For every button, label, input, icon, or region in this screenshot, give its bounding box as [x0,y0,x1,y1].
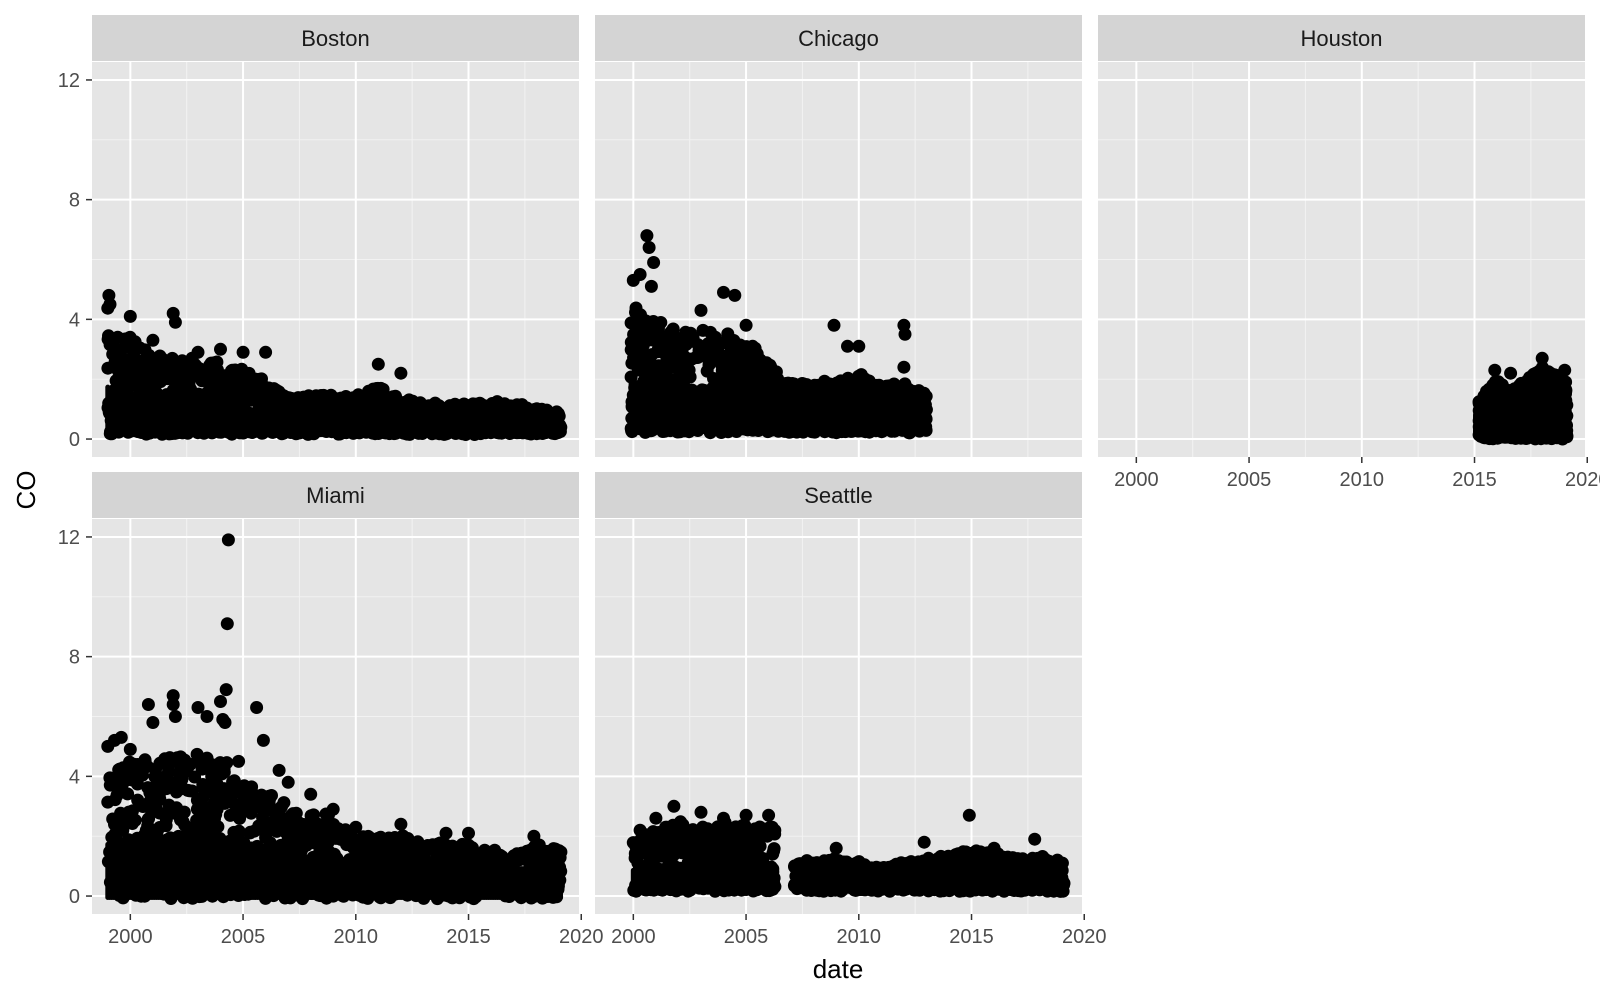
data-point [684,371,697,384]
data-point [215,389,228,402]
outlier-point [214,343,227,356]
outlier-point [146,334,159,347]
data-point [112,380,125,393]
facet-strip-label: Chicago [798,26,879,51]
outlier-point [237,346,250,359]
outlier-point [192,346,205,359]
data-point [749,342,762,355]
data-point [641,371,654,384]
outlier-point [643,241,656,254]
outlier-point [372,358,385,371]
outlier-point [740,319,753,332]
outlier-point [124,310,137,323]
y-tick-label: 0 [69,429,80,451]
y-tick-label: 4 [69,309,80,331]
data-point [731,372,744,385]
outlier-point [634,268,647,281]
outlier-point [899,328,912,341]
outlier-point [647,256,660,269]
outlier-point [828,319,841,332]
data-point [625,343,638,356]
facet-strip-label: Houston [1301,26,1383,51]
y-tick-label: 8 [69,190,80,212]
outlier-point [169,316,182,329]
data-point [553,410,566,423]
outlier-point [728,289,741,302]
data-point [198,392,211,405]
data-point [210,356,223,369]
data-point [721,327,734,340]
data-point [160,388,173,401]
facet-panel-boston: Boston 0 4 8 12 [58,15,582,457]
outlier-point [841,340,854,353]
outlier-point [104,298,117,311]
data-point [654,370,667,383]
outlier-point [645,280,658,293]
outlier-point [394,367,407,380]
data-point [667,323,680,336]
facet-strip-label: Boston [301,26,370,51]
outlier-point [695,304,708,317]
data-point [704,326,717,339]
outlier-point [640,229,653,242]
data-point [654,316,667,329]
facet-panel-houston: Houston20002005201020152020 [1098,15,1600,491]
outlier-point [897,361,910,374]
y-tick-label: 12 [58,70,80,92]
facet-panel-chicago: Chicago [595,15,1084,457]
outlier-point [852,340,865,353]
outlier-point [717,286,730,299]
outlier-point [259,346,272,359]
data-point [920,390,933,403]
